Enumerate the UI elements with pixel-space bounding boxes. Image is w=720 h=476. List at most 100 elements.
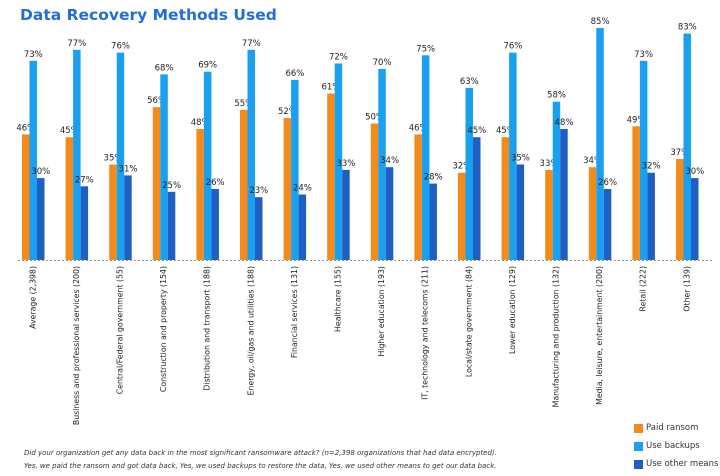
bar-use-other-means-6 xyxy=(298,194,307,260)
data-label-use-backups-11: 76% xyxy=(503,42,522,52)
bar-paid-ransom-10 xyxy=(458,172,466,260)
data-label-use-other-means-0: 30% xyxy=(31,167,50,177)
bar-use-backups-0 xyxy=(29,60,37,260)
bar-use-other-means-3 xyxy=(167,191,176,260)
bar-use-other-means-9 xyxy=(429,183,437,260)
data-label-paid-ransom-6: 52% xyxy=(278,107,297,117)
data-label-use-backups-6: 66% xyxy=(285,69,304,79)
data-label-use-backups-13: 85% xyxy=(591,17,610,27)
bar-use-backups-9 xyxy=(421,55,430,260)
x-tick-label-2: Central/Federal government (55) xyxy=(116,266,125,394)
bar-use-backups-4 xyxy=(203,71,212,260)
bar-use-backups-2 xyxy=(116,52,125,260)
footnote: Did your organization get any data back … xyxy=(24,447,624,473)
bar-paid-ransom-3 xyxy=(152,107,161,260)
x-tick-label-3: Construction and property (154) xyxy=(159,266,168,392)
legend-label-use-other-means: Use other means xyxy=(646,459,719,469)
x-tick-label-13: Media, leisure, entertainment (200) xyxy=(595,266,604,405)
x-tick-label-11: Lower education (129) xyxy=(508,266,517,354)
bar-use-backups-10 xyxy=(465,88,473,260)
data-label-use-backups-15: 83% xyxy=(678,23,697,33)
x-tick-label-14: Retail (222) xyxy=(639,266,648,311)
data-label-paid-ransom-5: 55% xyxy=(234,99,253,109)
x-tick-label-4: Distribution and transport (188) xyxy=(203,266,212,391)
x-tick-label-1: Business and professional services (200) xyxy=(72,266,81,425)
bar-use-backups-13 xyxy=(596,28,604,260)
bar-paid-ransom-0 xyxy=(22,134,30,260)
bar-use-backups-15 xyxy=(683,33,691,260)
data-label-paid-ransom-9: 46% xyxy=(409,123,428,133)
data-label-paid-ransom-8: 50% xyxy=(365,113,384,123)
data-label-use-backups-4: 69% xyxy=(198,61,217,71)
legend-swatch-paid-ransom xyxy=(634,424,643,433)
data-label-use-backups-14: 73% xyxy=(634,50,653,60)
data-label-use-other-means-9: 28% xyxy=(424,173,443,183)
data-label-paid-ransom-2: 35% xyxy=(104,154,123,164)
bar-use-other-means-12 xyxy=(560,129,568,260)
bar-use-other-means-1 xyxy=(80,186,89,260)
data-label-use-backups-5: 77% xyxy=(242,39,261,49)
data-label-paid-ransom-0: 46% xyxy=(16,123,35,133)
data-label-paid-ransom-15: 37% xyxy=(670,148,689,158)
data-label-use-backups-0: 73% xyxy=(24,50,43,60)
bar-paid-ransom-5 xyxy=(240,109,248,261)
data-label-paid-ransom-12: 33% xyxy=(540,159,559,169)
x-tick-label-7: Healthcare (155) xyxy=(333,266,342,332)
x-tick-label-6: Financial services (131) xyxy=(290,266,299,358)
data-label-use-other-means-7: 33% xyxy=(336,159,355,169)
bar-paid-ransom-7 xyxy=(327,93,335,260)
x-tick-label-9: IT, technology and telecoms (211) xyxy=(421,266,430,400)
data-label-paid-ransom-14: 49% xyxy=(627,115,646,125)
data-label-paid-ransom-3: 56% xyxy=(147,96,166,106)
data-label-use-backups-10: 63% xyxy=(460,77,479,87)
bar-use-other-means-7 xyxy=(342,169,350,260)
bar-use-other-means-2 xyxy=(124,175,132,260)
data-label-use-other-means-13: 26% xyxy=(598,178,617,188)
data-label-use-other-means-8: 34% xyxy=(380,156,399,166)
bar-paid-ransom-9 xyxy=(414,134,422,260)
bar-use-other-means-0 xyxy=(37,178,45,260)
bar-paid-ransom-11 xyxy=(501,137,510,260)
bar-use-backups-5 xyxy=(247,49,255,260)
bar-use-backups-7 xyxy=(334,63,343,260)
data-label-paid-ransom-7: 61% xyxy=(321,83,340,93)
data-label-use-other-means-1: 27% xyxy=(75,175,94,185)
data-label-use-other-means-4: 26% xyxy=(206,178,225,188)
data-label-paid-ransom-4: 48% xyxy=(191,118,210,128)
bar-use-other-means-14 xyxy=(647,172,655,260)
legend-swatch-use-other-means xyxy=(634,460,643,469)
bar-paid-ransom-1 xyxy=(65,137,74,260)
bar-paid-ransom-8 xyxy=(370,123,379,260)
data-label-use-backups-8: 70% xyxy=(373,58,392,68)
bar-use-backups-1 xyxy=(73,49,81,260)
data-label-use-backups-3: 68% xyxy=(155,63,174,73)
bar-use-backups-3 xyxy=(160,74,168,261)
bar-use-backups-6 xyxy=(291,79,299,261)
bar-use-other-means-4 xyxy=(211,189,219,260)
bar-use-backups-14 xyxy=(639,60,648,260)
bar-use-backups-11 xyxy=(509,52,517,260)
x-tick-label-12: Manufacturing and production (132) xyxy=(552,266,561,407)
data-label-use-other-means-11: 35% xyxy=(511,154,530,164)
bar-use-other-means-15 xyxy=(691,178,699,260)
data-label-use-backups-12: 58% xyxy=(547,91,566,101)
bar-paid-ransom-6 xyxy=(283,118,292,260)
legend-swatch-use-backups xyxy=(634,442,643,451)
bar-use-other-means-5 xyxy=(255,197,263,260)
data-label-use-backups-2: 76% xyxy=(111,42,130,52)
bar-use-other-means-11 xyxy=(516,164,525,260)
data-label-use-other-means-2: 31% xyxy=(119,164,138,174)
x-tick-label-5: Energy, oil/gas and utilities (188) xyxy=(246,266,255,395)
data-label-use-other-means-6: 24% xyxy=(293,184,312,194)
bar-use-other-means-8 xyxy=(385,167,394,260)
x-tick-label-15: Other (139) xyxy=(682,266,691,312)
data-label-use-backups-7: 72% xyxy=(329,53,348,63)
data-label-paid-ransom-1: 45% xyxy=(60,126,79,136)
data-label-use-other-means-15: 30% xyxy=(685,167,704,177)
bar-paid-ransom-14 xyxy=(632,126,640,260)
data-label-use-other-means-12: 48% xyxy=(555,118,574,128)
data-label-use-other-means-3: 25% xyxy=(162,181,181,191)
data-label-paid-ransom-11: 45% xyxy=(496,126,515,136)
data-label-use-other-means-14: 32% xyxy=(642,162,661,172)
